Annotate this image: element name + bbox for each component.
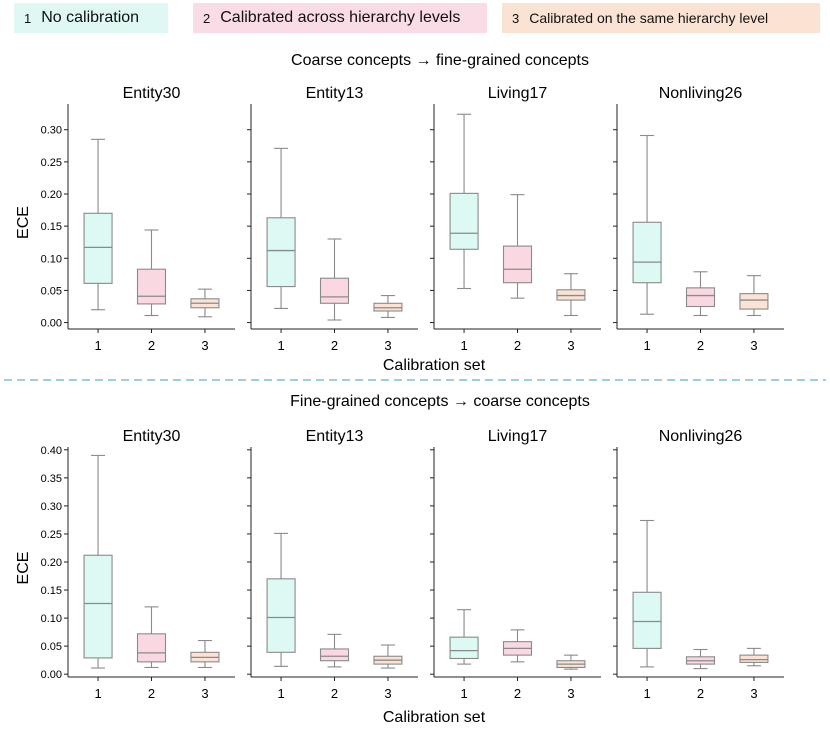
x-tick-label: 3 — [201, 686, 208, 701]
y-tick-label: 0.35 — [41, 473, 62, 485]
box-iqr — [449, 192, 479, 250]
x-tick-label: 2 — [697, 686, 704, 701]
box-iqr — [739, 654, 769, 663]
x-tick-label: 1 — [277, 686, 284, 701]
legend-item-no-calibration: 1 No calibration — [14, 3, 168, 33]
x-tick-label: 3 — [384, 338, 391, 353]
panel-title: Entity30 — [123, 428, 181, 445]
x-tick-label: 1 — [643, 338, 650, 353]
section-title: Coarse concepts → fine-grained concepts — [291, 52, 589, 69]
panel-title: Nonliving26 — [659, 428, 743, 445]
x-tick-label: 2 — [514, 338, 521, 353]
x-tick-label: 2 — [331, 686, 338, 701]
x-tick-label: 2 — [697, 338, 704, 353]
x-tick-label: 3 — [384, 686, 391, 701]
y-axis-label: ECE — [15, 552, 32, 585]
box-iqr — [685, 287, 716, 308]
y-tick-label: 0.00 — [41, 669, 62, 681]
box-iqr — [83, 554, 113, 659]
y-axis-label: ECE — [15, 206, 32, 239]
legend-item-same-level: 3 Calibrated on the same hierarchy level — [502, 3, 820, 33]
x-tick-label: 2 — [331, 338, 338, 353]
box-iqr — [632, 221, 662, 284]
box-iqr — [632, 591, 662, 649]
y-tick-label: 0.00 — [41, 318, 62, 330]
box-iqr — [739, 293, 769, 310]
section-title: Fine-grained concepts → coarse concepts — [290, 393, 590, 410]
y-tick-label: 0.20 — [41, 557, 62, 569]
y-tick-label: 0.10 — [41, 253, 62, 265]
y-tick-label: 0.05 — [41, 641, 62, 653]
x-axis-label: Calibration set — [383, 357, 486, 374]
box-iqr — [319, 277, 350, 304]
x-tick-label: 1 — [643, 686, 650, 701]
x-tick-label: 2 — [514, 686, 521, 701]
legend-number: 2 — [203, 10, 211, 26]
x-tick-label: 3 — [750, 338, 757, 353]
y-tick-label: 0.25 — [41, 529, 62, 541]
x-tick-label: 2 — [148, 338, 155, 353]
y-tick-label: 0.15 — [41, 585, 62, 597]
legend-label: Calibrated across hierarchy levels — [220, 9, 461, 26]
x-tick-label: 3 — [567, 686, 574, 701]
y-tick-label: 0.05 — [41, 285, 62, 297]
panel-title: Living17 — [488, 428, 548, 445]
panel-title: Living17 — [488, 85, 548, 102]
x-tick-label: 3 — [567, 338, 574, 353]
x-tick-label: 3 — [201, 338, 208, 353]
x-tick-label: 1 — [460, 338, 467, 353]
x-tick-label: 1 — [460, 686, 467, 701]
legend-label: Calibrated on the same hierarchy level — [529, 10, 769, 26]
box-iqr — [449, 636, 479, 660]
y-tick-label: 0.15 — [41, 221, 62, 233]
legend-item-across-levels: 2 Calibrated across hierarchy levels — [193, 3, 487, 33]
x-tick-label: 1 — [277, 338, 284, 353]
box-iqr — [266, 578, 296, 653]
legend-label: No calibration — [41, 9, 140, 26]
y-tick-label: 0.10 — [41, 613, 62, 625]
y-tick-label: 0.30 — [41, 125, 62, 137]
x-tick-label: 1 — [94, 338, 101, 353]
legend-number: 3 — [512, 10, 520, 26]
panel-title: Entity30 — [123, 85, 181, 102]
box-iqr — [136, 633, 167, 663]
y-tick-label: 0.40 — [41, 445, 62, 457]
box-iqr — [319, 648, 350, 662]
x-tick-label: 2 — [148, 686, 155, 701]
y-tick-label: 0.30 — [41, 501, 62, 513]
legend-number: 1 — [24, 10, 32, 26]
box-iqr — [83, 212, 113, 284]
x-tick-label: 1 — [94, 686, 101, 701]
panel-title: Entity13 — [306, 428, 364, 445]
x-axis-label: Calibration set — [383, 709, 486, 726]
y-tick-label: 0.25 — [41, 157, 62, 169]
box-iqr — [266, 217, 296, 288]
box-iqr — [136, 268, 167, 305]
box-iqr — [502, 245, 533, 284]
panel-title: Nonliving26 — [659, 85, 743, 102]
y-tick-label: 0.20 — [41, 189, 62, 201]
x-tick-label: 3 — [750, 686, 757, 701]
panel-title: Entity13 — [306, 85, 364, 102]
